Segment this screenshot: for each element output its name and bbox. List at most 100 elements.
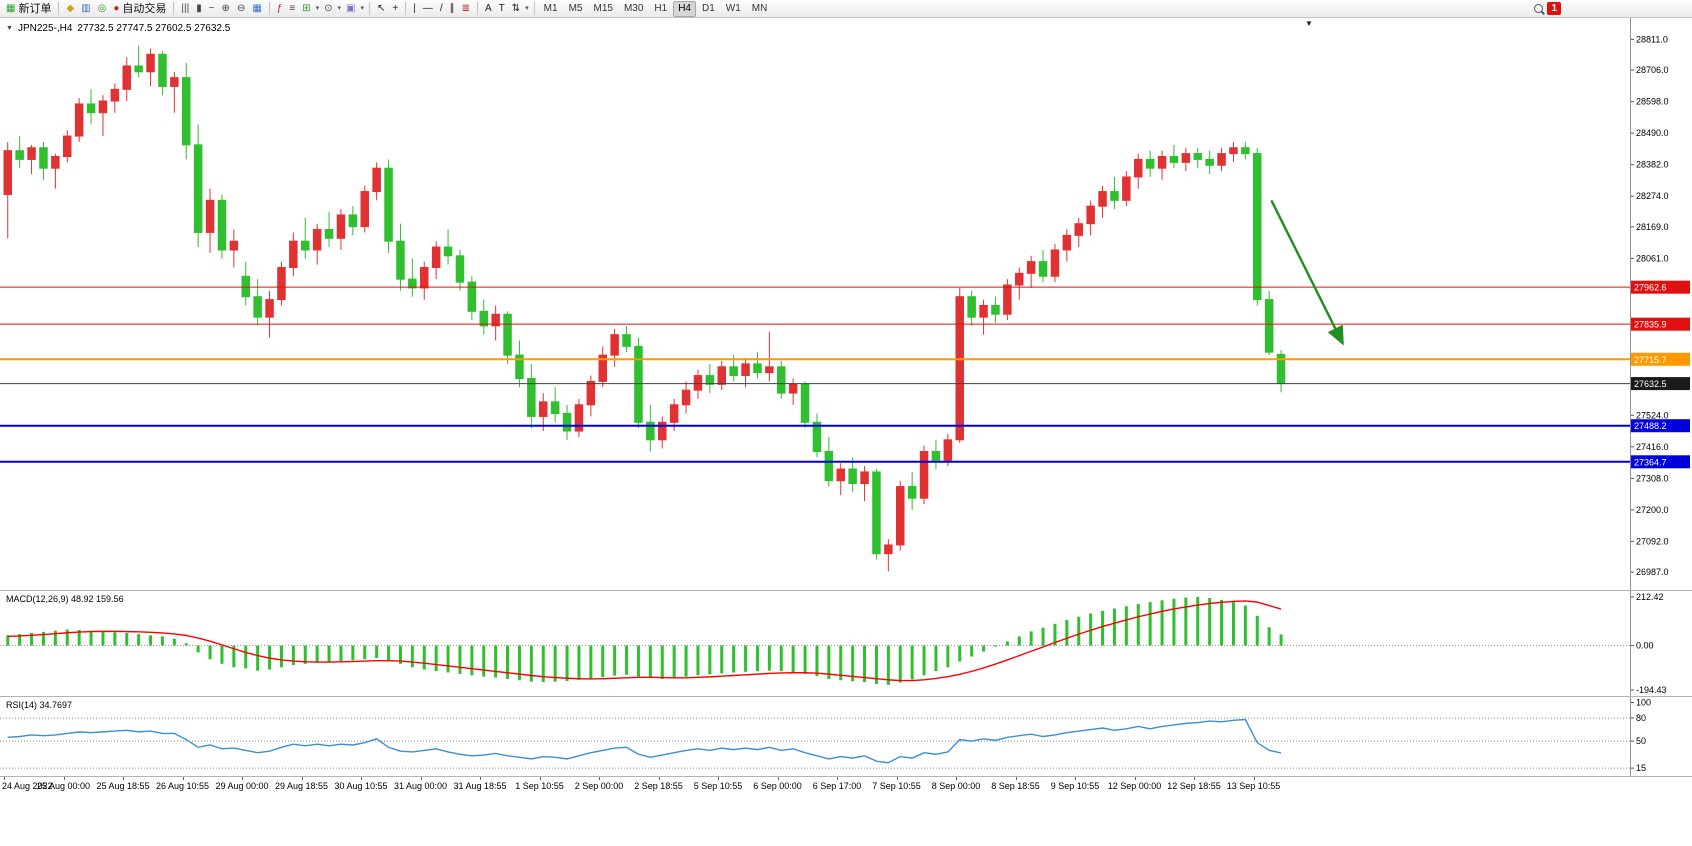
autotrading-button[interactable]: ● 自动交易: [110, 1, 169, 17]
macd-chart[interactable]: 212.42 0.00 -194.43: [0, 591, 1692, 696]
time-label: 30 Aug 10:55: [334, 781, 388, 791]
candle-down: [1241, 147, 1250, 155]
candle-up: [1134, 158, 1143, 178]
horizontal-line-button[interactable]: —: [420, 1, 436, 17]
candle-down: [455, 255, 465, 283]
price-badge: [1631, 352, 1690, 366]
timeframe-m5[interactable]: M5: [568, 2, 583, 14]
arrows-button[interactable]: ⇅: [509, 1, 523, 17]
candle-down: [1193, 153, 1202, 160]
macd-indicator-panel[interactable]: MACD(12,26,9) 48.92 159.56 212.42 0.00 -19…: [0, 590, 1692, 696]
candle-down: [39, 147, 48, 169]
zoom-in-button[interactable]: ⊕: [219, 1, 233, 17]
crosshair-button[interactable]: +: [389, 1, 401, 17]
chart-line-icon: ~: [208, 2, 215, 14]
timeframe-mn[interactable]: MN: [751, 2, 768, 14]
chart-line-button[interactable]: ~: [206, 1, 218, 17]
cursor-icon: ↖: [376, 2, 386, 14]
chart-shift-marker-icon[interactable]: ▼: [1305, 19, 1313, 28]
candle-up: [27, 147, 36, 160]
rsi-indicator-panel[interactable]: RSI(14) 34.7697 100 80 50 15: [0, 696, 1692, 776]
candle-down: [443, 246, 453, 257]
time-tick: [539, 777, 541, 780]
timeframe-h1[interactable]: H1: [654, 2, 668, 14]
indicators-button[interactable]: ƒ: [274, 1, 286, 17]
price-badge-label: 27715.7: [1634, 355, 1667, 365]
text-label-button[interactable]: T: [496, 1, 508, 17]
candle-up: [122, 65, 131, 90]
price-tick-label: 27092.0: [1636, 536, 1669, 546]
time-tick: [837, 777, 838, 780]
time-tick: [63, 777, 65, 780]
templates-dropdown[interactable]: ▾: [360, 4, 364, 12]
candle-down: [634, 345, 643, 423]
time-tick: [420, 777, 422, 780]
time-label: 31 Aug 00:00: [393, 781, 448, 791]
timeframe-w1[interactable]: W1: [725, 2, 741, 14]
timeframe-m15[interactable]: M15: [593, 2, 613, 14]
candle-down: [1038, 261, 1048, 277]
candle-up: [1181, 153, 1191, 163]
add-object-button[interactable]: ⊞: [299, 1, 313, 17]
fibonacci-button[interactable]: ≣: [459, 1, 473, 17]
new-order-button[interactable]: ▦ 新订单: [3, 1, 54, 17]
channel-button[interactable]: ∥: [447, 1, 458, 17]
zoom-out-button[interactable]: ⊖: [234, 1, 248, 17]
chart-ohlc-values: 27732.5 27747.5 27602.5 27632.5: [77, 23, 231, 34]
rsi-tick-label: 15: [1636, 763, 1646, 773]
search-button[interactable]: [1531, 1, 1546, 17]
timeframe-d1[interactable]: D1: [701, 2, 715, 14]
macd-tick-label: 212.42: [1636, 592, 1664, 602]
candle-up: [51, 156, 60, 169]
navigator-button[interactable]: ◎: [95, 1, 110, 17]
market-watch-button[interactable]: ◆: [63, 1, 77, 17]
time-tick: [718, 777, 719, 780]
candle-up: [1003, 284, 1012, 315]
time-label: 8 Sep 00:00: [931, 781, 981, 791]
candle-up: [610, 334, 619, 356]
notification-badge[interactable]: 1: [1547, 2, 1561, 15]
rsi-tick-label: 100: [1636, 698, 1651, 708]
chart-candles-icon: ▮: [196, 2, 202, 14]
candle-down: [872, 471, 881, 555]
data-window-button[interactable]: ▥: [78, 1, 93, 17]
candlestick-chart-panel[interactable]: ▼ JPN225-,H4 27732.5 27747.5 27602.5 276…: [0, 18, 1692, 590]
time-tick: [182, 777, 184, 780]
candle-down: [1264, 299, 1274, 353]
trendline-button[interactable]: /: [437, 1, 446, 17]
chart-bars-button[interactable]: |||: [178, 1, 192, 17]
timeframe-h4[interactable]: H4: [673, 0, 696, 17]
price-tick-label: 28490.0: [1636, 128, 1669, 138]
timeframe-m30[interactable]: M30: [623, 2, 644, 14]
rsi-line: [7, 718, 1282, 764]
candle-down: [217, 199, 227, 251]
candle-down: [646, 421, 655, 441]
timeframe-m1[interactable]: M1: [543, 2, 558, 14]
indicator-list-button[interactable]: ≡: [286, 1, 298, 17]
price-badge: [1631, 317, 1690, 331]
objects-dropdown[interactable]: ▾: [315, 4, 320, 12]
time-scale[interactable]: 24 Aug 2022 25 Aug 00:00 25 Aug 18:55 26 Au…: [0, 776, 1692, 794]
arrows-dropdown[interactable]: ▾: [525, 4, 529, 12]
one-click-trading-toggle-icon[interactable]: ▼: [6, 24, 13, 32]
candle-down: [1205, 158, 1214, 166]
tile-windows-button[interactable]: ▦: [249, 1, 264, 17]
periods-button[interactable]: ⊙: [321, 1, 335, 17]
time-label: 2 Sep 18:55: [634, 781, 683, 791]
time-tick: [1015, 777, 1017, 780]
candlestick-chart[interactable]: 27962.6 27835.9 27715.7 27632.5 27488.2 27364…: [0, 18, 1692, 590]
chart-candles-button[interactable]: ▮: [193, 1, 205, 17]
text-button[interactable]: A: [482, 1, 495, 17]
time-label: 13 Sep 10:55: [1226, 781, 1281, 791]
cursor-button[interactable]: ↖: [374, 1, 388, 17]
templates-button[interactable]: ▣: [343, 1, 358, 17]
trend-arrow-object[interactable]: [1270, 199, 1344, 346]
candle-up: [788, 383, 798, 394]
periods-dropdown[interactable]: ▾: [337, 4, 341, 12]
price-badge-label: 27632.5: [1634, 379, 1667, 389]
autotrading-button-label: 自动交易: [122, 2, 167, 15]
text-icon: A: [484, 2, 492, 14]
candle-down: [812, 421, 822, 452]
rsi-chart[interactable]: 100 80 50 15: [0, 697, 1692, 776]
vertical-line-button[interactable]: |: [410, 1, 419, 17]
